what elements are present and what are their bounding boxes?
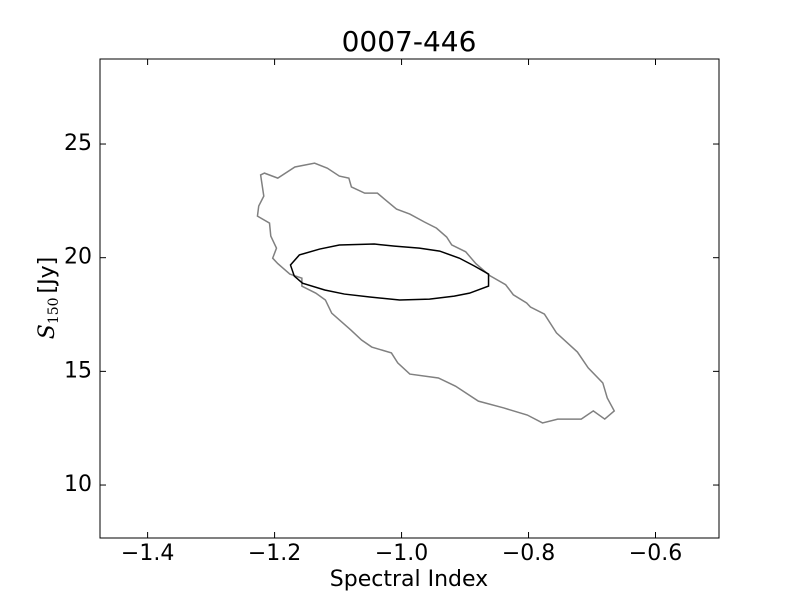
x-tick-label: −0.6 xyxy=(629,541,682,566)
x-axis-label: Spectral Index xyxy=(330,567,488,592)
chart-title: 0007-446 xyxy=(342,25,477,58)
x-tick-label: −1.0 xyxy=(375,541,428,566)
plot-frame xyxy=(99,58,720,539)
x-tick-label: −0.8 xyxy=(502,541,555,566)
contour-line xyxy=(256,162,616,424)
x-tick-label: −1.4 xyxy=(121,541,174,566)
y-label-symbol: S xyxy=(35,324,60,339)
y-tick-label: 25 xyxy=(64,131,92,156)
y-axis-label: S150 [Jy] xyxy=(35,257,62,340)
contour-line xyxy=(289,243,490,301)
y-tick-label: 10 xyxy=(64,472,92,497)
x-tick-label: −1.2 xyxy=(248,541,301,566)
y-tick-label: 15 xyxy=(64,358,92,383)
y-label-subscript: 150 xyxy=(46,297,62,324)
y-tick-label: 20 xyxy=(64,245,92,270)
y-label-unit: [Jy] xyxy=(35,257,60,294)
